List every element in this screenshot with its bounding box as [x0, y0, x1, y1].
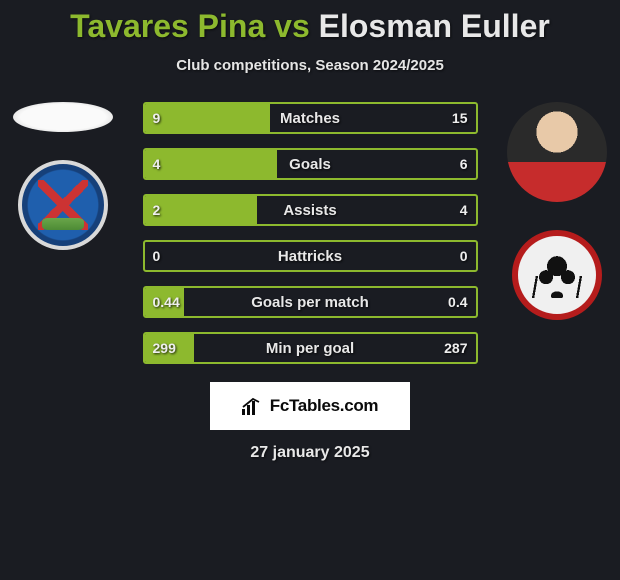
- stat-label: Goals: [145, 156, 476, 173]
- stat-row: 0Hattricks0: [143, 240, 478, 272]
- comparison-title: Tavares Pina vs Elosman Euller: [0, 0, 620, 45]
- stat-row: 4Goals6: [143, 148, 478, 180]
- stat-label: Goals per match: [145, 294, 476, 311]
- stat-value-right: 15: [452, 110, 468, 126]
- stat-row: 9Matches15: [143, 102, 478, 134]
- stat-row: 299Min per goal287: [143, 332, 478, 364]
- stats-bars: 9Matches154Goals62Assists40Hattricks00.4…: [143, 102, 478, 364]
- branding-text: FcTables.com: [270, 396, 379, 416]
- stat-row: 2Assists4: [143, 194, 478, 226]
- branding-badge: FcTables.com: [210, 382, 410, 430]
- left-column: [8, 102, 118, 250]
- player1-name: Tavares Pina: [70, 8, 265, 44]
- stat-value-right: 0: [460, 248, 468, 264]
- player1-image: [13, 102, 113, 132]
- stat-value-right: 6: [460, 156, 468, 172]
- stat-label: Min per goal: [145, 340, 476, 357]
- chart-icon: [242, 397, 264, 415]
- right-column: [502, 102, 612, 320]
- player1-club-badge: [18, 160, 108, 250]
- stat-label: Assists: [145, 202, 476, 219]
- snapshot-date: 27 january 2025: [0, 444, 620, 462]
- stat-value-right: 287: [444, 340, 467, 356]
- player2-image: [507, 102, 607, 202]
- stat-label: Matches: [145, 110, 476, 127]
- vs-separator: vs: [274, 8, 310, 44]
- stat-row: 0.44Goals per match0.4: [143, 286, 478, 318]
- stat-label: Hattricks: [145, 248, 476, 265]
- player2-club-badge: [512, 230, 602, 320]
- subtitle: Club competitions, Season 2024/2025: [0, 57, 620, 74]
- player2-name: Elosman Euller: [319, 8, 550, 44]
- stat-value-right: 0.4: [448, 294, 467, 310]
- stat-value-right: 4: [460, 202, 468, 218]
